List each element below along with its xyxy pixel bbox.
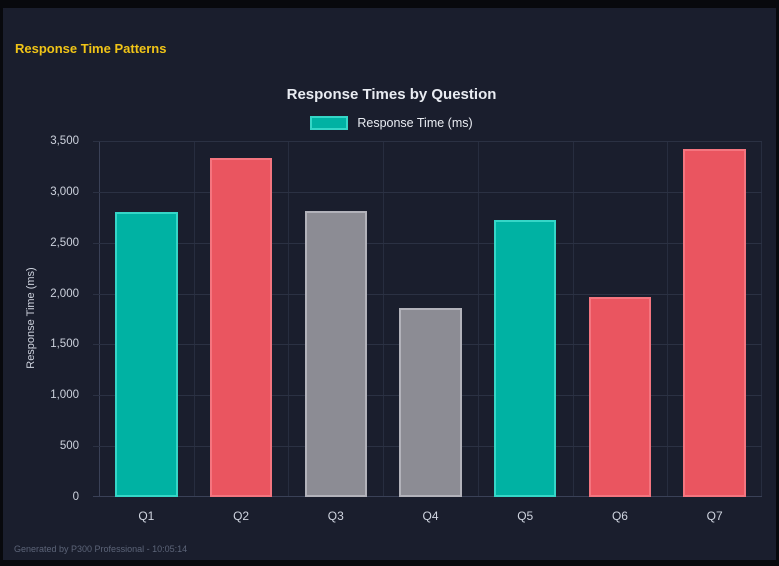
y-tick-label: 0 (72, 491, 79, 503)
v-gridline (667, 141, 669, 497)
bar-slot (99, 141, 194, 497)
legend-color-swatch (310, 116, 349, 130)
h-gridline (93, 293, 762, 295)
page-title: Response Time Patterns (15, 41, 167, 56)
bar-slot (383, 141, 478, 497)
v-gridline (761, 141, 762, 497)
bar-slot (573, 141, 668, 497)
y-tick-label: 2,000 (50, 287, 79, 300)
bar-slot (194, 141, 289, 497)
bar-q2 (209, 158, 273, 497)
bar-slot (478, 141, 573, 497)
y-tick-label: 3,000 (50, 185, 79, 198)
bar-slot (667, 141, 762, 497)
y-tick-label: 3,500 (50, 135, 79, 147)
v-gridline (572, 141, 574, 497)
y-tick-label: 1,500 (50, 338, 79, 351)
h-gridline (93, 141, 762, 142)
bar-q6 (588, 296, 652, 497)
v-gridline (193, 141, 195, 497)
chart-title: Response Times by Question (286, 86, 497, 103)
y-tick-label: 500 (59, 440, 79, 453)
bar-q4 (399, 307, 462, 497)
y-tick-label: 2,500 (50, 236, 79, 249)
bar-slot (288, 141, 383, 497)
legend-label: Response Time (ms) (357, 116, 473, 130)
h-gridline (93, 242, 762, 244)
bar-q3 (304, 211, 368, 497)
bar-series (99, 141, 762, 497)
bar-q5 (493, 220, 557, 497)
plot-area (93, 141, 762, 497)
h-gridline (93, 191, 762, 193)
x-axis-tick-labels: Q1 Q2 Q3 Q4 Q5 Q6 Q7 (99, 509, 762, 523)
app-window: Response Time Patterns Response Times by… (3, 8, 776, 560)
chart-card: Response Times by Question Response Time… (13, 72, 770, 534)
x-tick-label: Q2 (233, 509, 250, 523)
x-tick-label: Q1 (138, 509, 155, 523)
bar-q7 (683, 149, 746, 497)
v-gridline (99, 141, 100, 497)
x-tick-label: Q5 (517, 509, 534, 523)
v-gridline (288, 141, 290, 497)
x-tick-label: Q3 (327, 509, 344, 523)
y-tick-label: 1,000 (50, 389, 79, 402)
v-gridline (477, 141, 479, 497)
footer-text: Generated by P300 Professional - 10:05:1… (14, 544, 188, 554)
x-tick-label: Q4 (422, 509, 439, 523)
bar-q1 (115, 212, 178, 497)
x-tick-label: Q6 (611, 509, 628, 523)
x-tick-label: Q7 (706, 509, 723, 523)
v-gridline (383, 141, 385, 497)
chart-legend-item[interactable]: Response Time (ms) (13, 116, 770, 130)
y-axis-tick-labels: 3,500 3,000 2,500 2,000 1,500 1,000 500 0 (13, 135, 91, 503)
